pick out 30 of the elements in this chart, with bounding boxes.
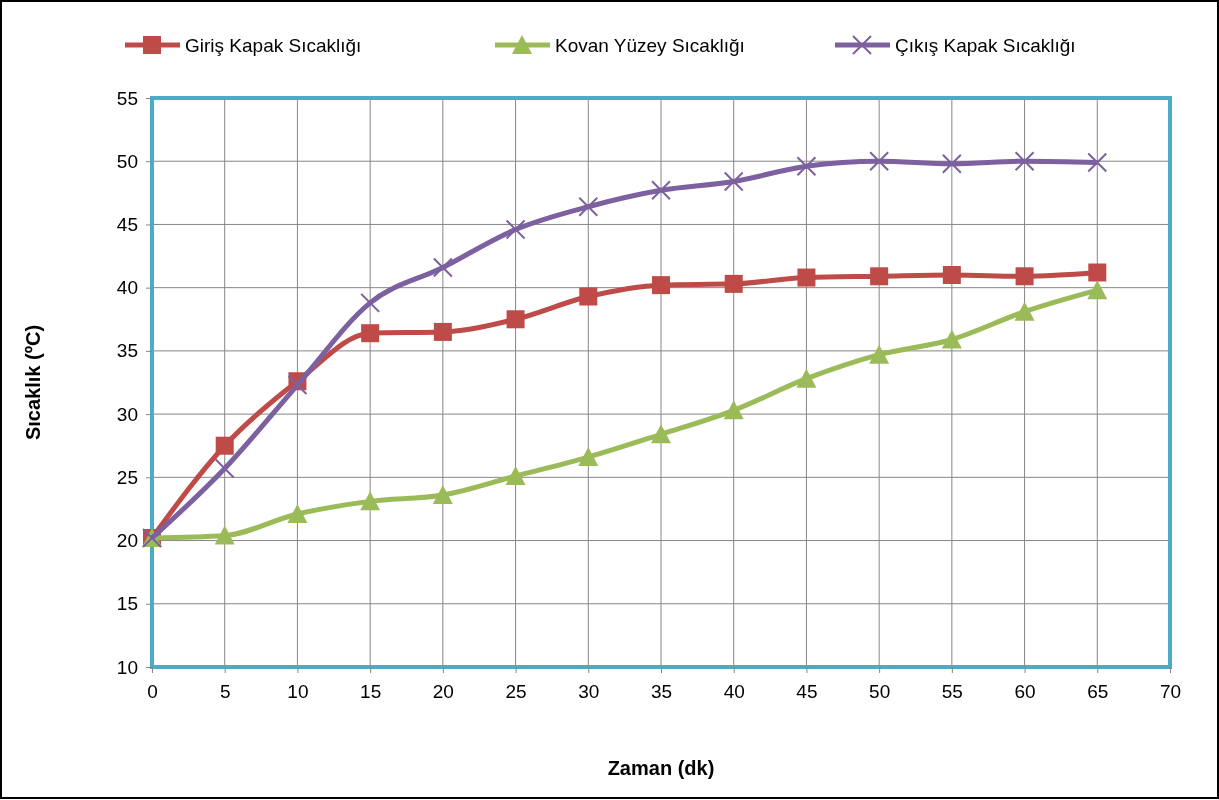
y-tick-label: 10 (116, 656, 138, 678)
y-tick-label: 45 (116, 214, 138, 236)
x-tick-label: 65 (1087, 681, 1109, 703)
legend-label: Çıkış Kapak Sıcaklığı (895, 35, 1076, 56)
x-tick-label: 5 (219, 681, 231, 703)
x-axis-title: Zaman (dk) (607, 757, 715, 779)
y-tick-label: 30 (116, 403, 138, 425)
x-tick-label: 25 (505, 681, 527, 703)
x-tick-label: 50 (869, 681, 891, 703)
x-tick-label: 40 (723, 681, 745, 703)
x-tick-label: 30 (578, 681, 600, 703)
x-tick-label: 10 (287, 681, 309, 703)
x-tick-label: 70 (1159, 681, 1182, 703)
y-tick-label: 35 (116, 340, 138, 362)
x-tick-label: 55 (941, 681, 963, 703)
x-tick-label: 45 (796, 681, 818, 703)
y-tick-label: 40 (116, 277, 138, 299)
y-tick-label: 15 (116, 593, 138, 615)
y-tick-label: 55 (116, 87, 138, 109)
x-tick-label: 20 (432, 681, 454, 703)
x-tick-label: 15 (360, 681, 382, 703)
y-tick-label: 50 (116, 150, 138, 172)
y-tick-label: 25 (116, 466, 138, 488)
y-tick-label: 20 (116, 530, 138, 552)
legend-label: Giriş Kapak Sıcaklığı (185, 35, 362, 56)
x-tick-label: 0 (147, 681, 158, 703)
legend-label: Kovan Yüzey Sıcaklığı (555, 35, 745, 56)
y-axis-title: Sıcaklık (ºC) (22, 324, 44, 441)
x-tick-label: 35 (650, 681, 673, 703)
x-tick-label: 60 (1014, 681, 1036, 703)
